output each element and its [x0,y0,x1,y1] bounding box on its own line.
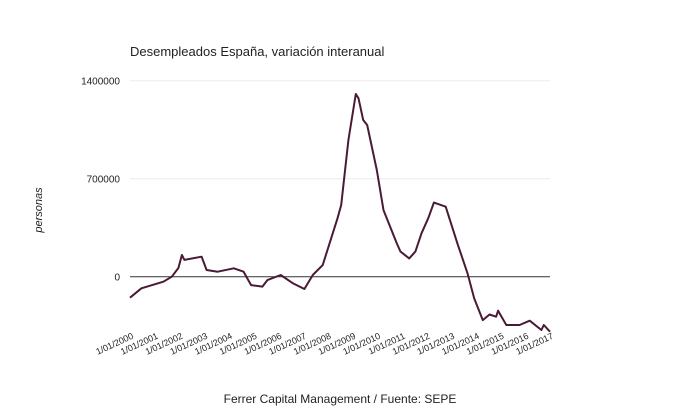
y-tick-label: 700000 [87,175,121,186]
gridlines [130,80,550,180]
y-tick-label: 1400000 [81,77,120,88]
chart-title: Desempleados España, variación interanua… [130,44,384,59]
x-axis-ticks: 1/01/20001/01/20011/01/20021/01/20031/01… [94,331,555,357]
y-tick-label: 0 [114,273,120,284]
series-line [129,93,551,333]
y-axis-label: personas [33,187,45,234]
y-axis-ticks: 0 700000 1400000 [81,77,120,284]
x-axis-label: Ferrer Capital Management / Fuente: SEPE [224,392,457,406]
